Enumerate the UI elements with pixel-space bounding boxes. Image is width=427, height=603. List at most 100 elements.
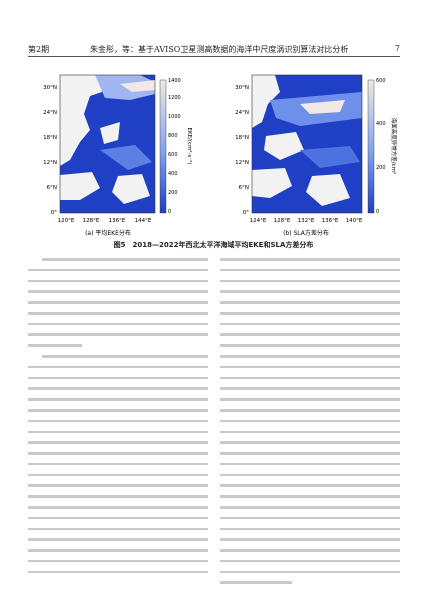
text-line-placeholder <box>28 430 208 434</box>
text-line-placeholder <box>28 268 208 272</box>
panel-a-lat-tick: 0° <box>51 210 57 216</box>
panel-b-cbar-tick: 0 <box>376 209 379 215</box>
text-line-placeholder <box>220 462 400 466</box>
panel-b-cbar-tick: 400 <box>376 121 386 127</box>
text-line-placeholder <box>42 258 208 261</box>
text-line-placeholder <box>28 516 208 520</box>
figure-5: 30°N 24°N 18°N 12°N 6°N 0° 120°E 128°E 1… <box>43 74 398 237</box>
text-line-placeholder <box>28 301 208 304</box>
running-header: 第2期 朱金彤，等：基于AVISO卫星测高数据的海洋中尺度涡识别算法对比分析 7 <box>28 44 400 57</box>
panel-b-lat-ticks: 30°N 24°N 18°N 12°N 6°N 0° <box>235 85 249 216</box>
panel-b-lon-tick: 124°E <box>250 218 267 224</box>
text-line-placeholder <box>220 355 400 358</box>
panel-a-cbar-tick: 200 <box>168 190 178 196</box>
text-line-placeholder <box>220 408 400 412</box>
body-column-left <box>28 258 208 581</box>
panel-a-lon-tick: 144°E <box>135 218 152 224</box>
text-line-placeholder <box>220 549 400 552</box>
panel-b-lat-tick: 6°N <box>239 185 249 191</box>
text-line-placeholder <box>220 258 400 261</box>
text-line-placeholder <box>220 268 400 272</box>
panel-a-cbar-tick: 1000 <box>168 114 181 120</box>
text-line-placeholder <box>220 495 400 498</box>
text-line-placeholder <box>220 527 400 531</box>
text-line-placeholder <box>28 505 208 509</box>
text-line-placeholder <box>28 376 208 380</box>
panel-b-cbar-tick: 200 <box>376 165 386 171</box>
paragraph <box>28 355 208 574</box>
panel-a-colorbar-label: EKE/(cm²·s⁻²) <box>186 127 193 164</box>
text-line-placeholder <box>28 570 208 574</box>
panel-a-lon-tick: 128°E <box>83 218 100 224</box>
text-line-placeholder <box>28 452 208 455</box>
panel-a-cbar-tick: 400 <box>168 171 178 177</box>
panel-a-cbar-tick: 0 <box>168 209 171 215</box>
body-column-right <box>220 258 400 592</box>
text-line-placeholder <box>220 398 400 401</box>
text-line-placeholder <box>220 430 400 434</box>
panel-a-map <box>59 74 156 214</box>
text-line-placeholder <box>220 344 400 347</box>
text-line-placeholder <box>42 355 208 358</box>
panel-b-lon-tick: 128°E <box>274 218 291 224</box>
text-line-placeholder <box>28 538 208 541</box>
text-line-placeholder <box>220 581 292 585</box>
text-line-placeholder <box>28 290 208 293</box>
panel-a-cbar-tick: 1200 <box>168 95 181 101</box>
page-number: 7 <box>394 44 400 53</box>
text-line-placeholder <box>220 301 400 304</box>
text-line-placeholder <box>220 311 400 315</box>
text-line-placeholder <box>28 419 208 423</box>
panel-a-colorbar-ticks: 0 200 400 600 800 1000 1200 1400 <box>168 78 181 215</box>
text-line-placeholder <box>28 473 208 477</box>
text-line-placeholder <box>28 311 208 315</box>
text-line-placeholder <box>28 527 208 531</box>
panel-a-lon-ticks: 120°E 128°E 136°E 144°E <box>58 218 152 224</box>
text-line-placeholder <box>220 279 400 283</box>
panel-b-colorbar <box>367 79 375 214</box>
text-line-placeholder <box>220 516 400 520</box>
text-line-placeholder <box>28 495 208 498</box>
panel-b-lat-tick: 30°N <box>235 85 249 91</box>
text-line-placeholder <box>220 452 400 455</box>
text-line-placeholder <box>28 549 208 552</box>
text-line-placeholder <box>28 344 82 347</box>
panel-a-lon-tick: 136°E <box>109 218 126 224</box>
panel-b-lon-tick: 136°E <box>322 218 339 224</box>
panel-b-colorbar-label: 海面高度异常方差/cm² <box>390 118 398 174</box>
panel-b-lat-tick: 18°N <box>235 135 249 141</box>
text-line-placeholder <box>220 559 400 563</box>
text-line-placeholder <box>28 322 208 326</box>
panel-b-lon-tick: 132°E <box>298 218 315 224</box>
panel-a-colorbar <box>159 79 167 214</box>
panel-a-lat-tick: 12°N <box>43 160 57 166</box>
text-line-placeholder <box>220 322 400 326</box>
panel-a-lat-ticks: 30°N 24°N 18°N 12°N 6°N 0° <box>43 85 57 216</box>
panel-b-lat-tick: 24°N <box>235 110 249 116</box>
panel-b-label: (b) SLA方差分布 <box>283 229 329 237</box>
panel-b-lat-tick: 12°N <box>235 160 249 166</box>
text-line-placeholder <box>220 484 400 487</box>
issue-label: 第2期 <box>28 45 50 54</box>
text-line-placeholder <box>28 462 208 466</box>
panel-a-lat-tick: 6°N <box>47 185 57 191</box>
text-line-placeholder <box>220 419 400 423</box>
panel-a-cbar-tick: 800 <box>168 133 178 139</box>
text-line-placeholder <box>220 570 400 574</box>
text-line-placeholder <box>220 290 400 293</box>
panel-a-lon-tick: 120°E <box>58 218 75 224</box>
paragraph <box>28 258 208 347</box>
text-line-placeholder <box>28 408 208 412</box>
panel-b-colorbar-ticks: 0 200 400 600 <box>376 78 386 215</box>
panel-b-lon-tick: 140°E <box>346 218 363 224</box>
panel-a-label: (a) 平均EKE分布 <box>85 229 131 237</box>
panel-b-cbar-tick: 600 <box>376 78 386 84</box>
text-line-placeholder <box>220 538 400 541</box>
running-title: 朱金彤，等：基于AVISO卫星测高数据的海洋中尺度涡识别算法对比分析 <box>90 45 349 54</box>
text-line-placeholder <box>220 505 400 509</box>
panel-a-lat-tick: 18°N <box>43 135 57 141</box>
panel-a-lat-tick: 30°N <box>43 85 57 91</box>
text-line-placeholder <box>28 365 208 369</box>
panel-b-lat-tick: 0° <box>243 210 249 216</box>
